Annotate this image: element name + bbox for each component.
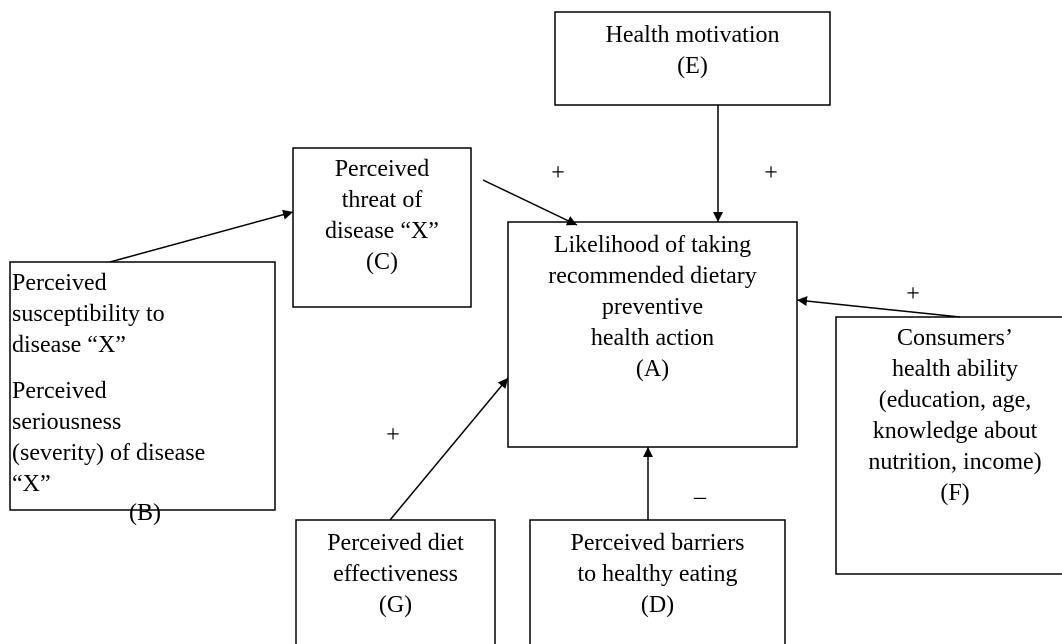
sign-label: +: [906, 281, 920, 307]
node-label: Consumers’: [897, 325, 1013, 351]
sign-label: +: [764, 160, 778, 186]
node-label: (severity) of disease: [12, 440, 205, 466]
node-label: (F): [940, 480, 969, 506]
sign-label: +: [386, 422, 400, 448]
node-label: “X”: [12, 471, 51, 497]
node-label: susceptibility to: [12, 301, 165, 327]
arrow: [482, 179, 578, 226]
node-label: (D): [641, 592, 674, 618]
arrow: [109, 209, 294, 263]
node: Perceived threat of disease “X” (C): [292, 147, 472, 308]
node-label: Perceived: [12, 378, 107, 404]
node-box: [507, 221, 798, 448]
node-label: to healthy eating: [578, 561, 738, 587]
node-box: [292, 147, 472, 308]
node-label: Perceived: [335, 156, 430, 182]
node-box: [529, 519, 786, 644]
node-box: [554, 11, 831, 106]
arrow: [796, 296, 961, 318]
node-label: health action: [591, 325, 714, 351]
node-label: seriousness: [12, 409, 121, 435]
node-box: [835, 316, 1062, 575]
node-label: disease “X”: [325, 218, 439, 244]
node-box: [295, 519, 496, 644]
node-label: Perceived barriers: [571, 530, 745, 556]
node: Perceived susceptibility to disease “X” Per…: [9, 261, 276, 526]
node-label: knowledge about: [873, 418, 1038, 444]
node-label: disease “X”: [12, 332, 126, 358]
node-label: Likelihood of taking: [554, 232, 751, 258]
node-label: health ability: [892, 356, 1018, 382]
node-label: preventive: [602, 294, 703, 320]
node-label: (B): [129, 500, 161, 526]
node-label: (A): [636, 356, 669, 382]
node-label: threat of: [342, 187, 423, 213]
node-label: (education, age,: [879, 387, 1032, 413]
node-label: effectiveness: [333, 561, 458, 587]
arrows: [109, 105, 961, 521]
sign-label: –: [693, 484, 707, 510]
node: Health motivation (E): [554, 11, 831, 106]
arrow: [389, 377, 509, 521]
node: Perceived diet effectiveness (G): [295, 519, 496, 644]
node-label: nutrition, income): [868, 449, 1041, 475]
node-label: Perceived: [12, 270, 107, 296]
node: Likelihood of taking recommended dietary p…: [507, 221, 798, 448]
node-label: Perceived diet: [327, 530, 464, 556]
node-label: (C): [366, 249, 398, 275]
node: Consumers’ health ability (education, age,…: [835, 316, 1062, 575]
node-label: (E): [677, 53, 708, 79]
node-label: (G): [379, 592, 412, 618]
node-box: [9, 261, 276, 511]
node: Perceived barriers to healthy eating (D): [529, 519, 786, 644]
node-label: Health motivation: [606, 22, 780, 48]
node-label: recommended dietary: [548, 263, 757, 289]
sign-label: +: [551, 160, 565, 186]
